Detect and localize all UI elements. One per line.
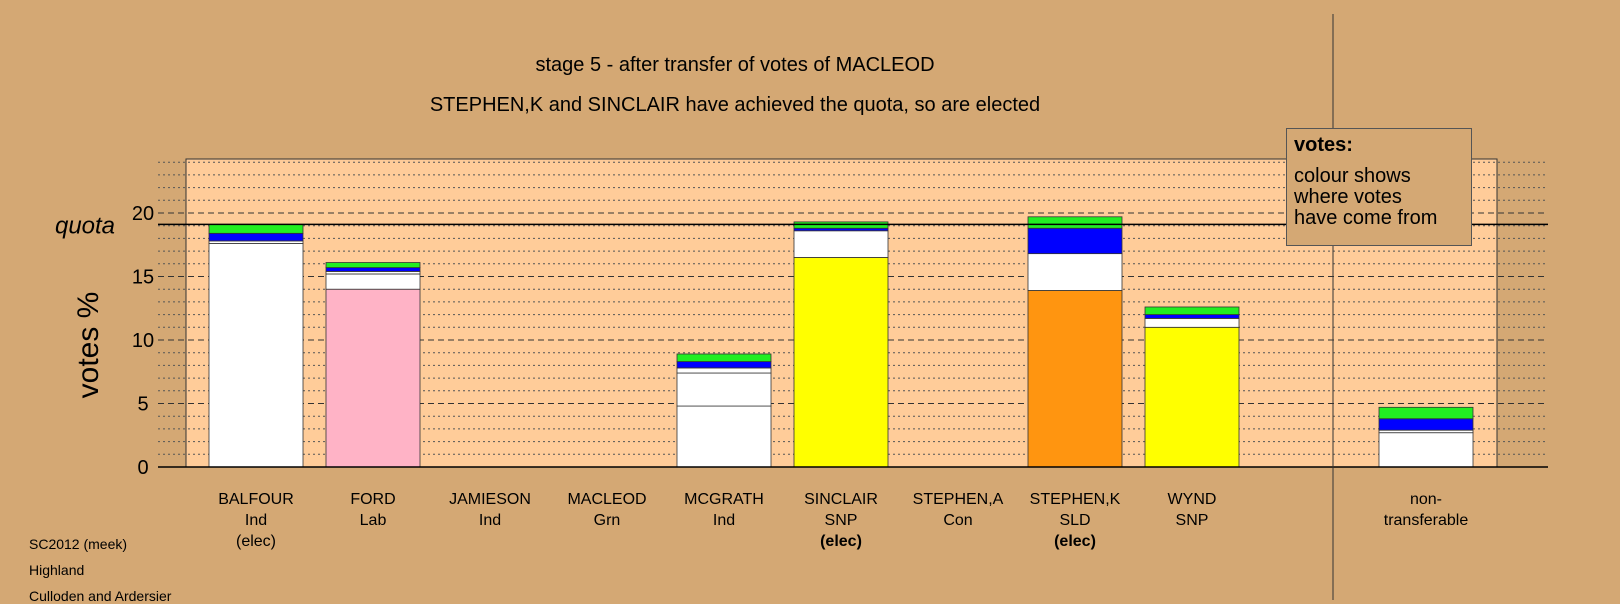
bar-10-segment-1 <box>1378 432 1474 468</box>
x-label-name: STEPHEN,K <box>1030 491 1121 508</box>
x-label-party: SNP <box>825 512 858 529</box>
x-label-status: (elec) <box>820 533 862 550</box>
x-label-party: SLD <box>1059 512 1090 529</box>
y-tick-label: 20 <box>132 203 154 225</box>
bar-2-segment-2 <box>325 273 421 290</box>
y-axis-label: votes % <box>72 292 105 399</box>
legend-title: votes: <box>1294 134 1353 156</box>
legend: votes: colour shows where votes have com… <box>1286 128 1472 246</box>
bar-2-segment-5 <box>325 262 421 269</box>
x-label-name: WYND <box>1168 491 1217 508</box>
bar-2-segment-4 <box>325 267 421 272</box>
footer-source: SC2012 (meek) <box>29 536 128 552</box>
bar-9-segment-1 <box>1144 326 1240 468</box>
x-label-name: STEPHEN,A <box>913 491 1004 508</box>
bar-5-segment-5 <box>676 353 772 362</box>
x-label-party: Lab <box>360 512 387 529</box>
x-label-nontransferable-2: transferable <box>1384 512 1469 529</box>
footer-region: Highland <box>29 562 85 578</box>
bar-6-segment-1 <box>793 257 889 468</box>
legend-line-2: where votes <box>1294 186 1402 208</box>
y-tick-label: 10 <box>132 330 154 352</box>
y-tick-label: 15 <box>132 267 154 289</box>
x-label-party: Con <box>943 512 972 529</box>
x-label-party: Ind <box>713 512 735 529</box>
bar-8-segment-4 <box>1027 216 1123 229</box>
bar-9-segment-4 <box>1144 306 1240 316</box>
y-tick-label: 0 <box>137 457 148 479</box>
x-label-name: MCGRATH <box>684 491 764 508</box>
chart-title: stage 5 - after transfer of votes of MAC… <box>535 54 935 76</box>
chart-subtitle: STEPHEN,K and SINCLAIR have achieved the… <box>429 94 1041 116</box>
footer-ward: Culloden and Ardersier <box>29 588 172 604</box>
bar-8-segment-2 <box>1027 253 1123 291</box>
x-label-name: SINCLAIR <box>804 491 878 508</box>
bar-5-segment-3 <box>676 367 772 374</box>
x-label-name: FORD <box>350 491 395 508</box>
quota-label: quota <box>55 212 115 239</box>
bar-8-segment-1 <box>1027 290 1123 468</box>
legend-line-3: have come from <box>1294 207 1438 229</box>
x-label-name: MACLEOD <box>567 491 646 508</box>
bar-1-segment-4 <box>208 224 304 234</box>
x-label-party: Ind <box>245 512 267 529</box>
bar-2-segment-1 <box>325 288 421 468</box>
bar-9-segment-3 <box>1144 314 1240 319</box>
bar-6-segment-2 <box>793 230 889 258</box>
y-tick-label: 5 <box>137 394 148 416</box>
bar-1-segment-3 <box>208 232 304 242</box>
x-label-status: (elec) <box>1054 533 1096 550</box>
x-label-status: (elec) <box>236 533 276 550</box>
bar-5-segment-4 <box>676 361 772 369</box>
bar-10-segment-3 <box>1378 418 1474 431</box>
x-label-party: Ind <box>479 512 501 529</box>
x-label-nontransferable-1: non- <box>1410 491 1442 508</box>
bar-1-segment-1 <box>208 243 304 468</box>
bar-10-segment-4 <box>1378 406 1474 420</box>
legend-line-1: colour shows <box>1294 165 1411 187</box>
bar-9-segment-2 <box>1144 318 1240 328</box>
bar-5-segment-1 <box>676 405 772 468</box>
x-label-party: SNP <box>1176 512 1209 529</box>
bar-5-segment-2 <box>676 372 772 407</box>
x-label-name: JAMIESON <box>449 491 531 508</box>
x-label-party: Grn <box>594 512 621 529</box>
x-label-name: BALFOUR <box>218 491 294 508</box>
bar-8-segment-3 <box>1027 227 1123 255</box>
